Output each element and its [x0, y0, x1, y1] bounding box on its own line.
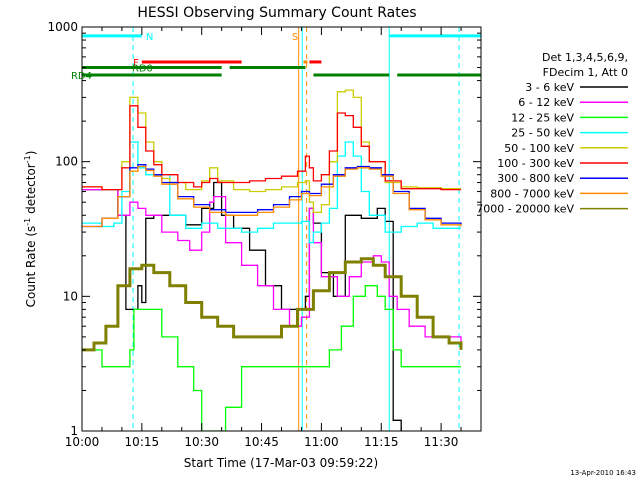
flag-label-rd0: RD0: [132, 64, 153, 75]
series-line: [82, 285, 461, 431]
legend-label: 7000 - 20000 keV: [476, 203, 574, 216]
series-line: [82, 188, 462, 343]
legend-label: 12 - 25 keV: [511, 111, 574, 124]
legend-header-line1: Det 1,3,4,5,6,9,: [542, 51, 628, 64]
x-axis-label: Start Time (17-Mar-03 09:59:22): [184, 456, 378, 470]
x-tick-label: 11:00: [304, 435, 339, 449]
series-line: [82, 164, 462, 228]
legend-label: 100 - 300 keV: [497, 157, 574, 170]
legend-label: 800 - 7000 keV: [490, 187, 574, 200]
legend-label: 3 - 6 keV: [525, 81, 574, 94]
x-tick-label: 10:00: [65, 435, 100, 449]
flag-label-n: N: [146, 32, 153, 43]
y-tick-label: 10: [63, 289, 78, 303]
flag-label-s: S: [292, 32, 298, 43]
series-line: [82, 181, 402, 431]
x-tick-label: 10:45: [244, 435, 279, 449]
y-axis-label: Count Rate (s-1 detector-1): [23, 151, 38, 308]
flag-label-rd4: RD4: [71, 71, 92, 82]
plot-frame: [81, 26, 482, 432]
x-tick-label: 11:15: [364, 435, 399, 449]
series-line: [82, 257, 463, 352]
footer-date: 13-Apr-2010 16:43: [570, 469, 636, 477]
chart-title: HESSI Observing Summary Count Rates: [137, 5, 416, 21]
legend-header-line2: FDecim 1, Att 0: [543, 66, 628, 79]
y-tick-label: 1: [70, 424, 78, 438]
x-tick-label: 11:30: [424, 435, 459, 449]
plot-area: [82, 27, 481, 431]
legend-label: 6 - 12 keV: [518, 96, 574, 109]
series-line: [82, 105, 461, 191]
series-line: [82, 165, 462, 228]
flag-label-f: F: [133, 58, 139, 69]
legend: Det 1,3,4,5,6,9, FDecim 1, Att 0 3 - 6 k…: [476, 51, 628, 216]
legend-label: 25 - 50 keV: [511, 127, 574, 140]
y-tick-label: 100: [55, 155, 78, 169]
x-tick-label: 10:30: [184, 435, 219, 449]
x-tick-label: 10:15: [125, 435, 160, 449]
legend-label: 300 - 800 keV: [497, 172, 574, 185]
legend-label: 50 - 100 keV: [504, 142, 574, 155]
y-tick-label: 1000: [47, 20, 78, 34]
series-line: [82, 141, 461, 244]
